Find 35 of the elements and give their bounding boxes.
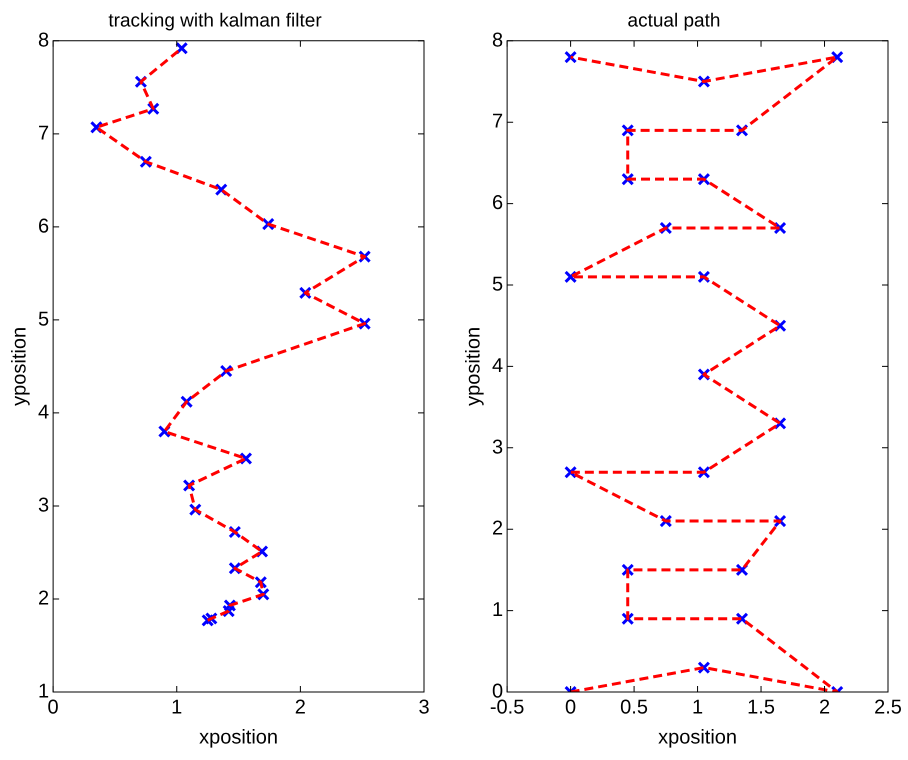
point	[240, 452, 252, 465]
point	[774, 222, 787, 234]
y-tick-label: 3	[492, 436, 504, 458]
y-tick-label: 1	[492, 599, 504, 622]
x-tick-label: 3	[418, 696, 430, 719]
y-tick-label: 6	[492, 192, 504, 214]
line-series	[569, 56, 839, 692]
y-tick-label: 2	[38, 587, 50, 610]
y-tick-label: 1	[38, 680, 50, 703]
y-tick-label: 5	[492, 274, 504, 296]
y-axis-title: yposition	[462, 326, 485, 406]
y-tick-label: 5	[38, 308, 50, 330]
x-tick-label: 0	[565, 696, 576, 719]
x-tick-label: 0.5	[620, 696, 648, 719]
x-tick-label: 2	[818, 696, 830, 719]
x-tick-label: 2	[294, 696, 306, 719]
x-tick-label: 2.5	[874, 696, 902, 719]
x-axis-title: xposition	[199, 726, 278, 749]
y-tick-label: 8	[38, 29, 50, 52]
y-tick-label: 8	[492, 29, 504, 52]
y-tick-label: 4	[492, 354, 504, 377]
x-axis-title: xposition	[658, 726, 738, 749]
y-tick-label: 4	[38, 401, 50, 424]
y-axis-title: yposition	[8, 326, 31, 406]
y-tick-label: 7	[38, 122, 50, 144]
y-tick-label: 3	[38, 494, 50, 516]
y-tick-label: 2	[492, 518, 504, 540]
chart-title: tracking with kalman filter	[108, 10, 322, 32]
point	[175, 42, 188, 55]
x-tick-label: 1.5	[747, 696, 775, 719]
x-tick-label: 1	[692, 696, 704, 719]
y-tick-label: 6	[38, 215, 50, 238]
x-tick-label: 1	[171, 696, 182, 719]
chart-title: actual path	[628, 10, 720, 32]
y-tick-label: 7	[492, 110, 504, 133]
